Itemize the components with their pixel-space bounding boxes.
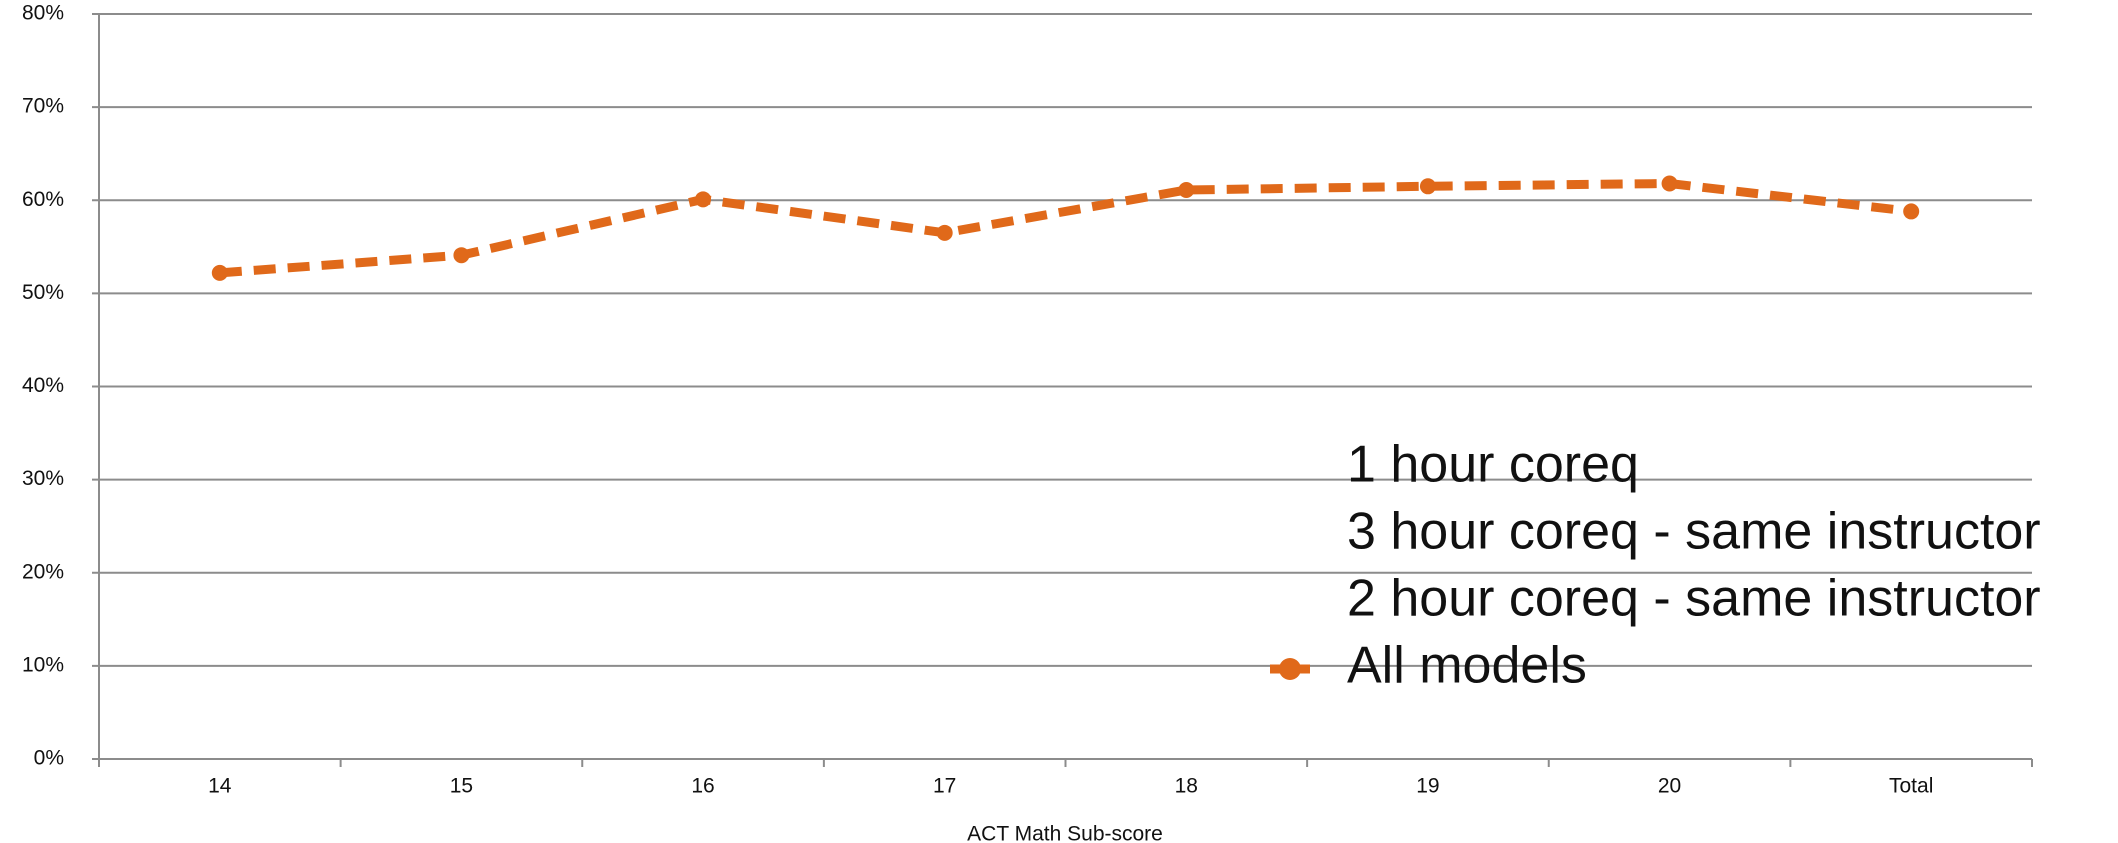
y-tick-label: 20% — [22, 560, 64, 583]
series-line — [219, 178, 1912, 278]
point — [1178, 182, 1195, 199]
x-tick-label: 14 — [208, 775, 232, 798]
x-tick-label: 20 — [1658, 775, 1681, 798]
x-tick-label: 19 — [1416, 775, 1439, 798]
y-tick-label: 0% — [34, 747, 64, 770]
point — [1903, 203, 1920, 220]
x-tick-label: 17 — [933, 775, 956, 798]
x-tick-label: 15 — [450, 775, 473, 798]
y-tick-label: 50% — [22, 281, 64, 304]
point — [1661, 175, 1678, 192]
y-tick-label: 30% — [22, 467, 64, 490]
x-tick-label: 18 — [1175, 775, 1198, 798]
legend-label: 1 hour coreq — [1347, 436, 1639, 494]
point — [695, 191, 712, 208]
point — [453, 247, 470, 264]
y-tick-label: 40% — [22, 374, 64, 397]
legend-label: 3 hour coreq - same instructor — [1347, 503, 2041, 561]
point — [1419, 178, 1436, 195]
legend-marker — [1279, 658, 1301, 680]
x-axis-label: ACT Math Sub-score — [967, 823, 1163, 843]
y-tick-label: 80% — [22, 2, 64, 25]
x-tick-label: 16 — [691, 775, 714, 798]
point — [936, 224, 953, 241]
x-tick-label: Total — [1889, 775, 1933, 798]
y-tick-label: 60% — [22, 188, 64, 211]
y-tick-label: 10% — [22, 653, 64, 676]
point — [211, 264, 228, 281]
legend-label: 2 hour coreq - same instructor — [1347, 570, 2041, 628]
y-tick-label: 70% — [22, 95, 64, 118]
legend-label: All models — [1347, 637, 1587, 695]
